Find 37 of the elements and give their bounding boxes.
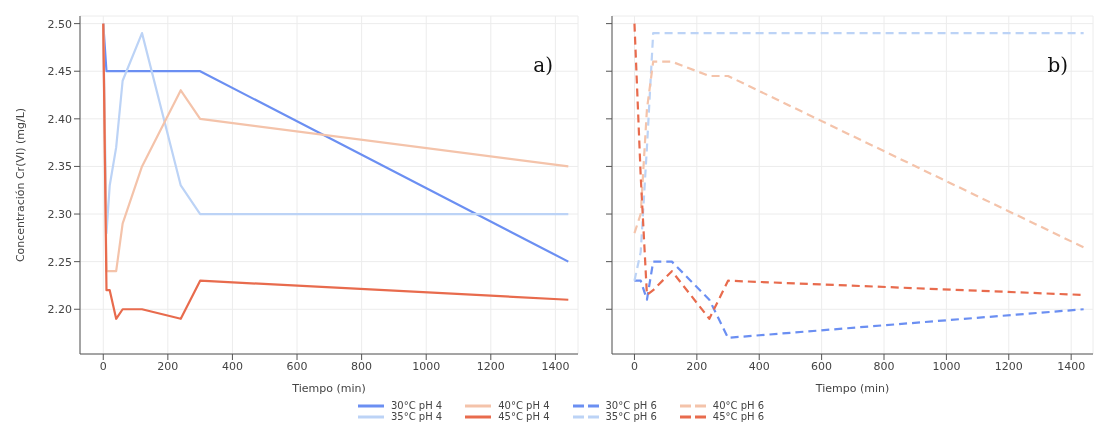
x-tick-label: 1200 (476, 359, 505, 373)
annotation: b) (1047, 53, 1068, 77)
line-series (102, 22, 570, 320)
legend-label: 40°C pH 6 (712, 400, 765, 411)
x-tick-label: 0 (99, 359, 107, 373)
legend-label: 40°C pH 4 (498, 400, 550, 411)
legend-label: 35°C pH 6 (605, 411, 657, 422)
y-tick-label: 2.45 (47, 65, 72, 79)
y-tick-label: 2.40 (47, 112, 72, 126)
legend-label: 45°C pH 4 (498, 411, 550, 422)
legend-label: 30°C pH 6 (605, 400, 657, 411)
x-tick-label: 600 (811, 359, 833, 373)
legend-label: 30°C pH 4 (390, 400, 443, 411)
x-tick-label: 0 (630, 359, 638, 373)
legend-label: 45°C pH 6 (712, 411, 765, 422)
y-tick-label: 2.20 (47, 303, 72, 317)
x-tick-label: 400 (221, 359, 243, 373)
x-tick-label: 400 (748, 359, 770, 373)
x-tick-label: 1000 (932, 359, 961, 373)
x-tick-label: 800 (873, 359, 895, 373)
x-tick-label: 200 (157, 359, 179, 373)
x-tick-label: 600 (286, 359, 308, 373)
x-tick-label: 1200 (994, 359, 1023, 373)
y-axis-title: Concentración Cr(VI) (mg/L) (13, 107, 27, 263)
annotation: a) (533, 53, 553, 77)
x-tick-label: 1400 (541, 359, 570, 373)
x-axis-title: Tiempo (min) (291, 382, 366, 395)
y-tick-label: 2.35 (47, 160, 72, 174)
legend-label: 35°C pH 4 (390, 411, 443, 422)
y-tick-label: 2.30 (47, 207, 72, 221)
x-tick-label: 1000 (412, 359, 441, 373)
x-tick-label: 800 (351, 359, 373, 373)
y-tick-label: 2.50 (47, 17, 72, 31)
x-tick-label: 1400 (1057, 359, 1086, 373)
x-axis-title: Tiempo (min) (814, 382, 890, 395)
x-tick-label: 200 (686, 359, 708, 373)
y-tick-label: 2.25 (47, 255, 72, 269)
